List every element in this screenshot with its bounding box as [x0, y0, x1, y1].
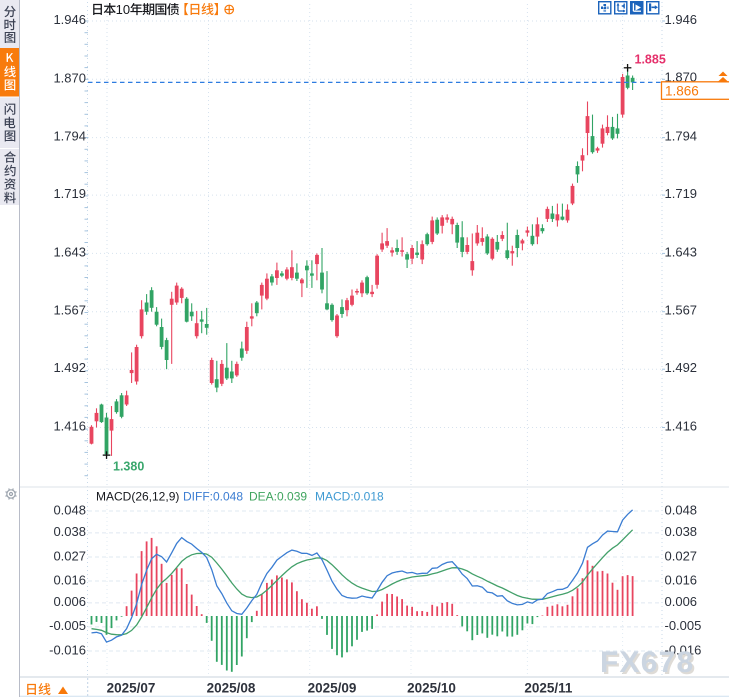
svg-text:2025/11: 2025/11 — [524, 681, 573, 696]
svg-text:-0.005: -0.005 — [49, 618, 86, 633]
svg-text:2025/10: 2025/10 — [407, 681, 456, 696]
svg-text:0.016: 0.016 — [53, 572, 86, 587]
svg-text:DIFF:0.048: DIFF:0.048 — [183, 490, 243, 504]
svg-text:10: 10 — [116, 2, 130, 17]
svg-text:-0.016: -0.016 — [49, 642, 86, 657]
svg-text:0.006: 0.006 — [665, 594, 698, 609]
svg-text:MACD(26,12,9): MACD(26,12,9) — [96, 490, 179, 504]
svg-text:1.416: 1.416 — [53, 419, 86, 434]
svg-text:2025/09: 2025/09 — [308, 681, 357, 696]
svg-text:2025/07: 2025/07 — [107, 681, 156, 696]
svg-text:MACD:0.018: MACD:0.018 — [315, 490, 384, 504]
svg-text:1.719: 1.719 — [665, 186, 698, 201]
svg-text:1.870: 1.870 — [665, 69, 698, 84]
svg-text:1.946: 1.946 — [53, 12, 86, 27]
svg-text:1.794: 1.794 — [665, 129, 698, 144]
svg-text:-0.005: -0.005 — [665, 618, 702, 633]
svg-text:0.038: 0.038 — [53, 524, 86, 539]
svg-text:1.794: 1.794 — [53, 129, 86, 144]
svg-text:1.885: 1.885 — [635, 53, 666, 67]
svg-text:0.016: 0.016 — [665, 572, 698, 587]
svg-text:1.492: 1.492 — [665, 360, 698, 375]
svg-text:1.643: 1.643 — [665, 244, 698, 259]
svg-text:0.048: 0.048 — [53, 502, 86, 517]
svg-text:-0.016: -0.016 — [665, 642, 702, 657]
svg-text:1.870: 1.870 — [53, 70, 86, 85]
svg-text:1.866: 1.866 — [665, 84, 699, 99]
svg-text:1.416: 1.416 — [665, 419, 698, 434]
svg-text:1.643: 1.643 — [53, 244, 86, 259]
svg-text:1.719: 1.719 — [53, 186, 86, 201]
svg-text:FX678: FX678 — [602, 648, 696, 681]
svg-text:0.027: 0.027 — [665, 548, 698, 563]
svg-text:DEA:0.039: DEA:0.039 — [249, 490, 307, 504]
svg-text:1.567: 1.567 — [53, 303, 86, 318]
svg-text:0.048: 0.048 — [665, 502, 698, 517]
svg-text:1.380: 1.380 — [113, 460, 144, 474]
svg-text:1.492: 1.492 — [53, 360, 86, 375]
svg-text:FX678: FX678 — [600, 646, 694, 679]
svg-text:1.946: 1.946 — [665, 12, 698, 27]
svg-text:2025/08: 2025/08 — [207, 681, 256, 696]
svg-text:0.006: 0.006 — [53, 594, 86, 609]
svg-text:1.567: 1.567 — [665, 303, 698, 318]
svg-text:0.027: 0.027 — [53, 548, 86, 563]
svg-text:0.038: 0.038 — [665, 524, 698, 539]
